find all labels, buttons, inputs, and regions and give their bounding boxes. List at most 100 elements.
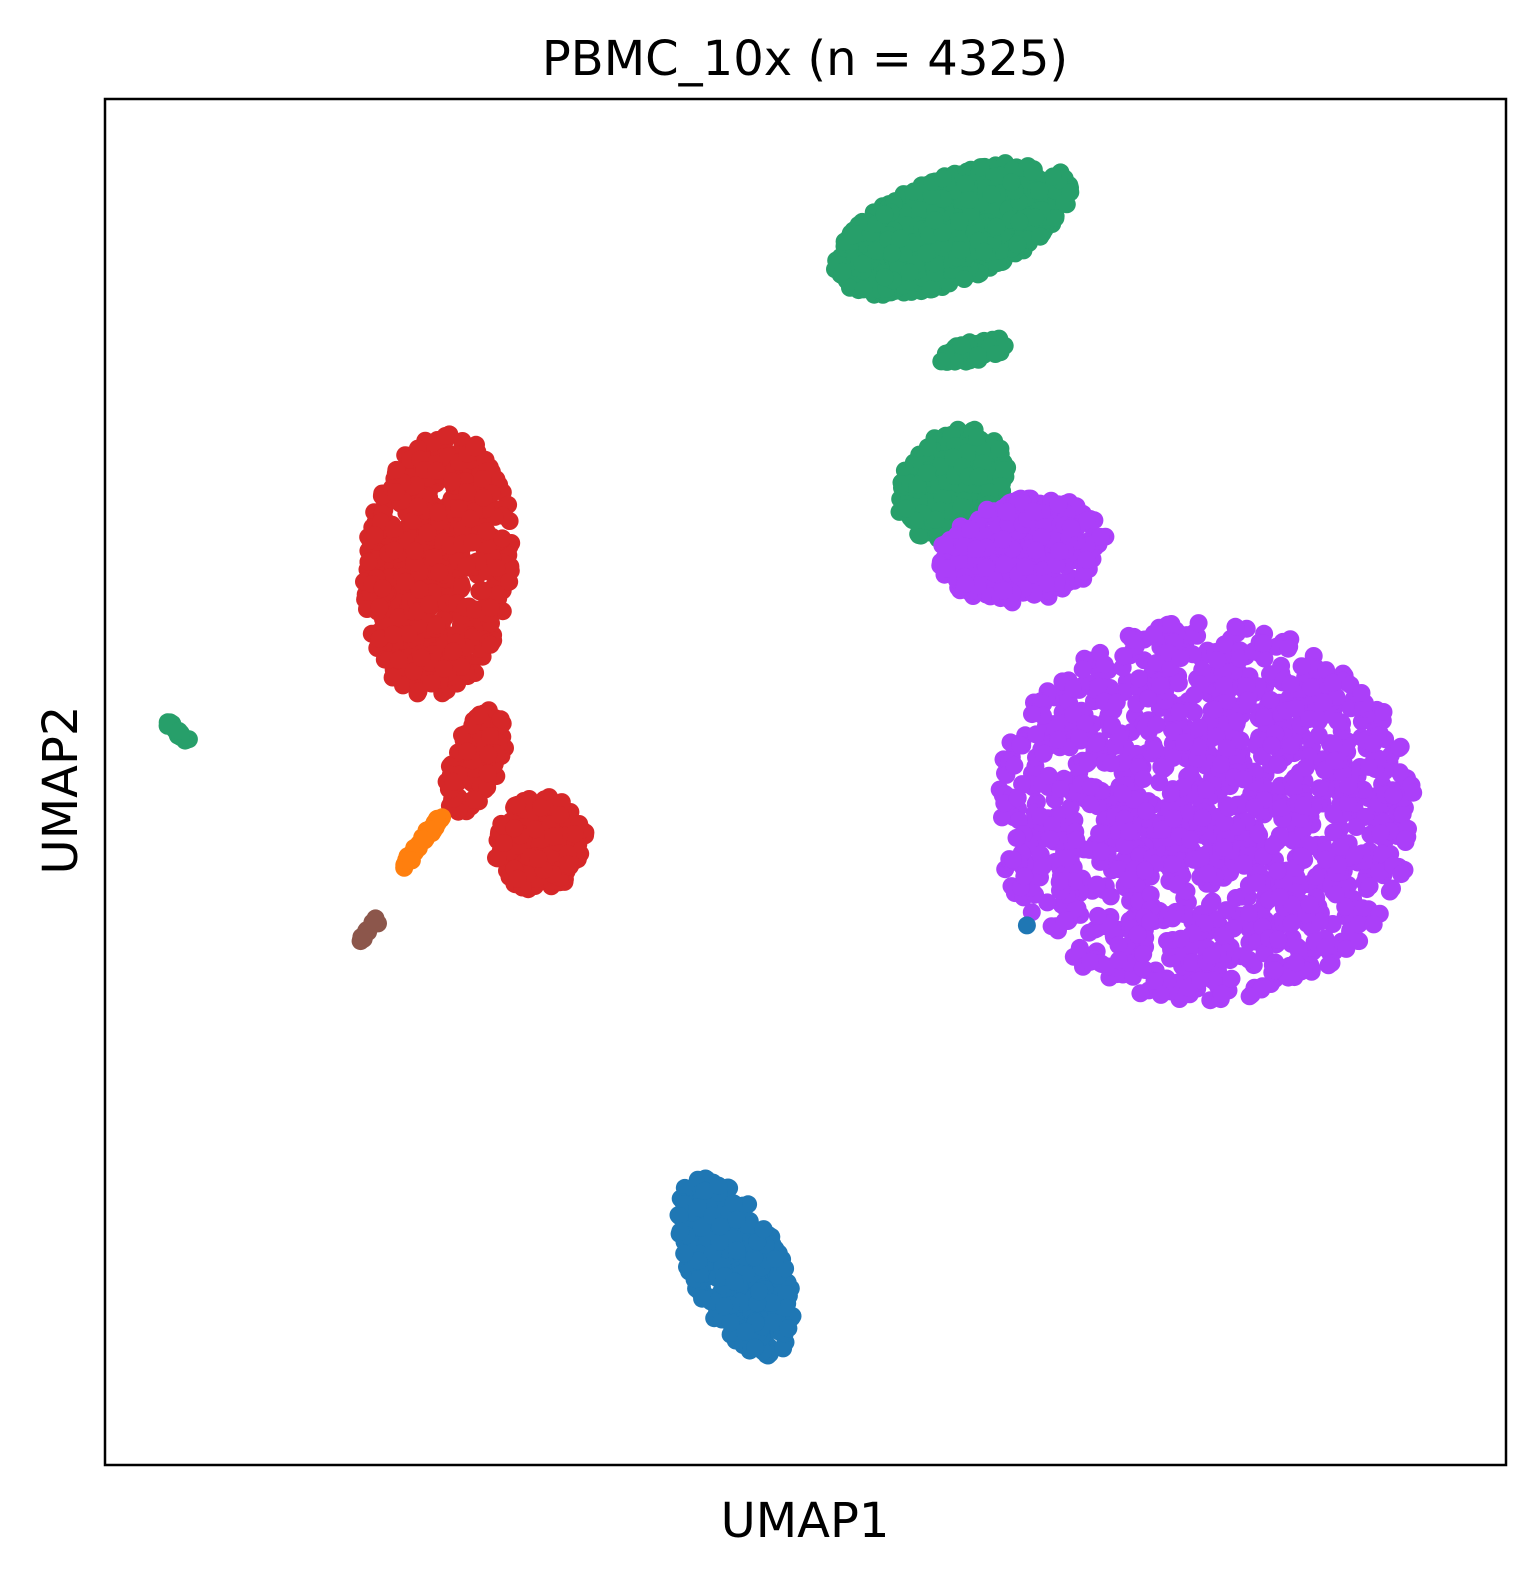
scatter-point — [551, 806, 570, 824]
scatter-point — [463, 533, 482, 552]
series-1 — [355, 425, 595, 899]
scatter-point — [1008, 789, 1027, 808]
scatter-point — [1163, 855, 1182, 874]
scatter-point — [1005, 756, 1024, 775]
scatter-point — [1217, 739, 1236, 758]
scatter-point — [359, 552, 378, 571]
scatter-point — [1396, 830, 1414, 849]
scatter-point — [1081, 777, 1100, 796]
x-axis-label: UMAP1 — [721, 1493, 890, 1549]
scatter-point — [444, 772, 463, 791]
scatter-point — [1193, 808, 1212, 827]
scatter-point — [994, 530, 1013, 549]
scatter-point — [1088, 906, 1107, 925]
scatter-point — [995, 461, 1014, 479]
scatter-point — [473, 581, 492, 600]
scatter-point — [950, 212, 969, 231]
scatter-point — [365, 526, 384, 545]
scatter-point — [1181, 830, 1200, 849]
scatter-point — [508, 869, 527, 888]
scatter-point — [1011, 736, 1030, 755]
scatter-points — [158, 154, 1423, 1365]
scatter-point — [779, 1319, 798, 1338]
scatter-point — [1078, 511, 1096, 530]
scatter-point — [1326, 885, 1345, 904]
scatter-point — [481, 598, 500, 617]
scatter-point — [1049, 730, 1067, 749]
scatter-point — [1390, 739, 1409, 757]
scatter-point — [1247, 873, 1266, 892]
scatter-point — [373, 579, 392, 598]
scatter-point — [1095, 655, 1114, 674]
scatter-point — [987, 217, 1006, 236]
scatter-point — [387, 460, 406, 479]
scatter-point — [984, 198, 1003, 217]
scatter-point — [952, 336, 971, 355]
scatter-point — [478, 778, 497, 797]
scatter-point — [1055, 912, 1074, 931]
scatter-point — [1031, 227, 1050, 246]
scatter-point — [1352, 684, 1371, 702]
scatter-point — [461, 509, 480, 528]
scatter-point — [724, 1194, 743, 1213]
scatter-point — [833, 262, 852, 281]
scatter-point — [1170, 703, 1189, 722]
scatter-point — [956, 574, 975, 593]
scatter-point — [491, 710, 510, 729]
scatter-point — [473, 470, 492, 488]
scatter-point — [921, 280, 940, 299]
scatter-point — [1234, 770, 1253, 789]
scatter-point — [1307, 867, 1325, 886]
scatter-point — [436, 427, 455, 445]
scatter-point — [990, 440, 1009, 458]
scatter-point — [1164, 809, 1183, 828]
scatter-point — [1171, 649, 1190, 667]
scatter-point — [430, 563, 449, 582]
scatter-point — [867, 241, 886, 260]
scatter-point — [1146, 740, 1164, 759]
scatter-point — [1197, 780, 1216, 799]
scatter-point — [750, 1282, 769, 1301]
series-2 — [931, 489, 1423, 1010]
scatter-point — [384, 519, 403, 538]
scatter-point — [1067, 830, 1086, 849]
scatter-point — [477, 522, 496, 541]
scatter-point — [1364, 915, 1383, 934]
scatter-point — [1293, 796, 1312, 815]
scatter-point — [1270, 888, 1289, 907]
scatter-point — [1300, 895, 1319, 914]
scatter-point — [736, 1322, 755, 1341]
scatter-point — [478, 764, 497, 783]
scatter-point — [982, 185, 1001, 204]
scatter-point — [1192, 849, 1211, 868]
scatter-point — [1226, 617, 1245, 636]
scatter-point — [1339, 777, 1358, 796]
scatter-point — [1364, 734, 1383, 753]
scatter-point — [169, 721, 188, 740]
scatter-point — [1239, 950, 1258, 969]
scatter-point — [1239, 691, 1257, 710]
scatter-point — [1147, 715, 1166, 734]
scatter-point — [1319, 956, 1338, 975]
scatter-point — [1151, 676, 1170, 695]
scatter-point — [1109, 951, 1128, 970]
scatter-point — [922, 186, 941, 205]
scatter-point — [1292, 657, 1311, 676]
scatter-point — [1264, 836, 1283, 855]
scatter-point — [458, 483, 477, 502]
scatter-point — [1091, 527, 1110, 546]
scatter-point — [727, 1210, 746, 1229]
scatter-point — [1254, 634, 1273, 653]
scatter-point — [409, 497, 428, 516]
scatter-point — [986, 345, 1005, 363]
scatter-point — [443, 472, 462, 491]
scatter-point — [933, 169, 952, 188]
scatter-point — [715, 1297, 734, 1316]
scatter-point — [1050, 872, 1069, 891]
scatter-point — [853, 254, 872, 273]
scatter-point — [1268, 862, 1287, 880]
y-axis-label: UMAP2 — [33, 706, 89, 875]
scatter-point — [351, 932, 370, 951]
scatter-point — [1087, 875, 1106, 894]
scatter-point — [911, 526, 930, 545]
